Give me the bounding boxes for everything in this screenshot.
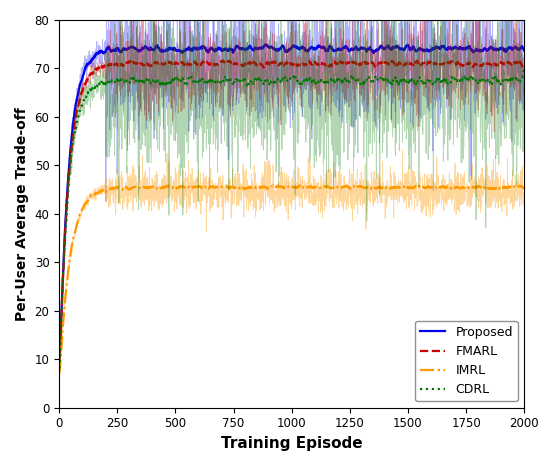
CDRL <box>507 77 514 82</box>
FMARL <box>283 61 289 67</box>
Proposed <box>80 73 86 78</box>
FMARL <box>56 362 63 367</box>
IMRL <box>283 185 289 191</box>
FMARL <box>507 61 514 67</box>
IMRL <box>521 186 527 192</box>
CDRL <box>507 77 514 82</box>
X-axis label: Training Episode: Training Episode <box>221 436 362 451</box>
IMRL <box>507 185 514 190</box>
Legend: Proposed, FMARL, IMRL, CDRL: Proposed, FMARL, IMRL, CDRL <box>416 321 518 402</box>
Line: FMARL: FMARL <box>59 61 524 364</box>
IMRL <box>56 371 63 377</box>
IMRL <box>80 205 86 211</box>
Proposed <box>507 46 514 51</box>
FMARL <box>507 62 514 67</box>
IMRL <box>165 183 171 188</box>
Proposed <box>521 48 527 53</box>
Proposed <box>422 48 429 54</box>
CDRL <box>422 80 429 86</box>
CDRL <box>270 78 276 83</box>
Proposed <box>262 41 269 47</box>
FMARL <box>128 58 135 63</box>
IMRL <box>422 185 429 191</box>
FMARL <box>80 86 86 91</box>
FMARL <box>521 61 527 67</box>
Line: IMRL: IMRL <box>59 185 524 374</box>
FMARL <box>270 59 276 65</box>
Proposed <box>270 46 276 51</box>
Proposed <box>283 48 289 54</box>
CDRL <box>521 67 527 73</box>
CDRL <box>56 365 63 371</box>
IMRL <box>507 184 514 189</box>
Y-axis label: Per-User Average Trade-off: Per-User Average Trade-off <box>15 107 29 321</box>
CDRL <box>80 99 86 104</box>
Proposed <box>56 355 63 361</box>
Proposed <box>507 44 514 50</box>
Line: Proposed: Proposed <box>59 44 524 358</box>
FMARL <box>422 60 429 65</box>
IMRL <box>270 183 276 189</box>
Line: CDRL: CDRL <box>59 70 524 368</box>
CDRL <box>282 75 289 81</box>
